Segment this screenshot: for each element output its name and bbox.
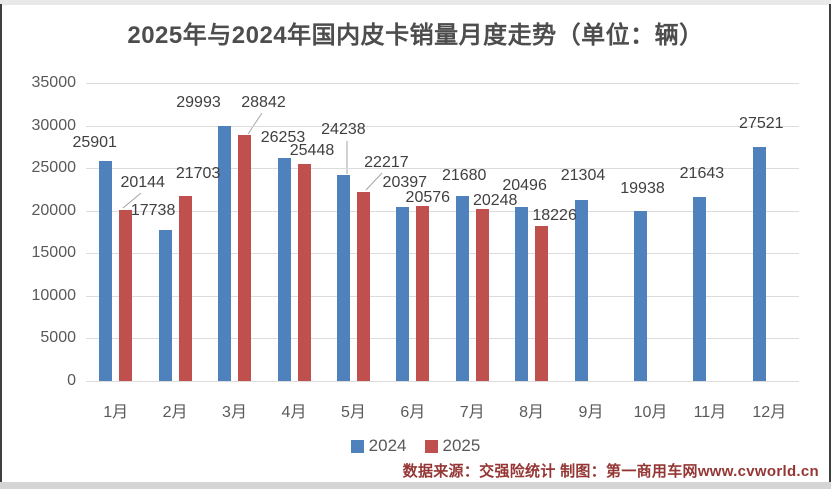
value-label-2025-6月: 20576 — [405, 188, 451, 206]
value-label-2024-11月: 21643 — [679, 164, 725, 182]
bar-2025-4月 — [297, 164, 311, 381]
x-axis-label-3月: 3月 — [222, 404, 247, 421]
legend-item-2024: 2024 — [350, 436, 407, 456]
value-label-2024-9月: 21304 — [560, 166, 606, 184]
x-axis-label-5月: 5月 — [340, 404, 366, 421]
value-label-2024-6月: 20397 — [382, 174, 428, 192]
y-axis-tick-label: 15000 — [31, 244, 77, 262]
value-label-2024-10月: 19938 — [620, 180, 665, 198]
y-axis-tick-label: 30000 — [31, 116, 77, 134]
bar-2024-5月 — [336, 174, 350, 381]
x-axis-label-4月: 4月 — [281, 404, 307, 421]
y-axis-tick-label: 35000 — [31, 74, 77, 91]
left-border-line — [0, 4, 2, 483]
bar-2025-5月 — [356, 191, 370, 381]
value-label-2024-3月: 29993 — [176, 93, 221, 111]
bar-2025-6月 — [416, 205, 430, 381]
legend-swatch-2024 — [350, 439, 364, 453]
x-axis-label-2月: 2月 — [162, 404, 188, 421]
legend-swatch-2025 — [424, 439, 438, 453]
value-label-2025-5月: 22217 — [364, 153, 409, 171]
chart-legend: 2024 2025 — [0, 436, 831, 456]
chart-title: 2025年与2024年国内皮卡销量月度走势（单位：辆） — [127, 22, 704, 49]
data-source-credit: 数据来源：交强险统计 制图：第一商用车网www.cvworld.cn — [402, 463, 819, 480]
bar-2024-3月 — [218, 125, 231, 381]
x-axis-label-7月: 7月 — [459, 404, 485, 421]
bar-2024-6月 — [396, 207, 410, 381]
leader-line-3 — [365, 172, 383, 191]
bar-2024-4月 — [277, 157, 291, 381]
value-label-2025-3月: 28842 — [241, 94, 286, 112]
bar-2024-8月 — [515, 206, 529, 381]
bar-2024-2月 — [158, 230, 172, 381]
x-axis-label-12月: 12月 — [752, 404, 787, 421]
value-label-2024-4月: 26253 — [260, 128, 306, 146]
value-label-2025-2月: 21703 — [175, 165, 221, 183]
value-label-2024-7月: 21680 — [441, 167, 487, 185]
legend-item-2025: 2025 — [424, 436, 481, 456]
value-label-2024-1月: 25901 — [72, 133, 117, 151]
value-label-2025-8月: 18226 — [532, 206, 577, 224]
value-label-2024-8月: 20496 — [502, 176, 547, 194]
bar-2024-12月 — [752, 146, 766, 381]
bar-2024-10月 — [634, 211, 647, 381]
bar-2025-2月 — [178, 196, 192, 381]
bottom-border-strip — [0, 482, 831, 489]
gridline-y-15000 — [86, 253, 799, 255]
top-border-strip — [0, 0, 831, 5]
gridline-y-35000 — [86, 83, 799, 84]
value-label-2025-1月: 20144 — [120, 173, 165, 191]
gridline-y-10000 — [86, 295, 799, 297]
bar-2024-11月 — [693, 196, 707, 381]
x-axis-label-6月: 6月 — [400, 404, 426, 421]
y-axis-tick-label: 20000 — [31, 201, 77, 219]
bar-2025-3月 — [238, 135, 251, 381]
x-axis-label-9月: 9月 — [578, 404, 604, 421]
bar-2024-1月 — [99, 160, 113, 381]
gridline-y-30000 — [86, 125, 799, 127]
gridline-y-20000 — [86, 210, 799, 212]
bar-2025-7月 — [475, 208, 489, 381]
y-axis-tick-label: 10000 — [31, 286, 77, 304]
gridline-y-0 — [86, 381, 799, 382]
x-axis-label-10月: 10月 — [633, 404, 668, 421]
x-axis-label-8月: 8月 — [519, 404, 545, 421]
value-label-2025-4月: 25448 — [289, 142, 335, 160]
x-axis-label-11月: 11月 — [693, 404, 727, 421]
value-label-2024-5月: 24238 — [321, 120, 366, 138]
y-axis-tick-label: 5000 — [40, 329, 76, 347]
gridline-y-5000 — [86, 338, 799, 340]
x-axis-label-1月: 1月 — [103, 404, 129, 421]
bar-2024-7月 — [455, 196, 469, 381]
right-border-line — [829, 4, 831, 483]
value-label-2024-12月: 27521 — [739, 114, 784, 132]
value-label-2024-2月: 17738 — [130, 202, 176, 219]
bar-2025-8月 — [535, 225, 549, 381]
y-axis-tick-label: 25000 — [31, 159, 77, 177]
bar-2025-1月 — [119, 209, 133, 381]
legend-label-2024: 2024 — [368, 436, 407, 455]
bar-2024-9月 — [574, 199, 588, 381]
y-axis-tick-label: 0 — [67, 372, 76, 389]
value-label-2025-7月: 20248 — [472, 191, 518, 209]
gridline-y-25000 — [86, 168, 799, 170]
legend-label-2025: 2025 — [442, 436, 481, 455]
